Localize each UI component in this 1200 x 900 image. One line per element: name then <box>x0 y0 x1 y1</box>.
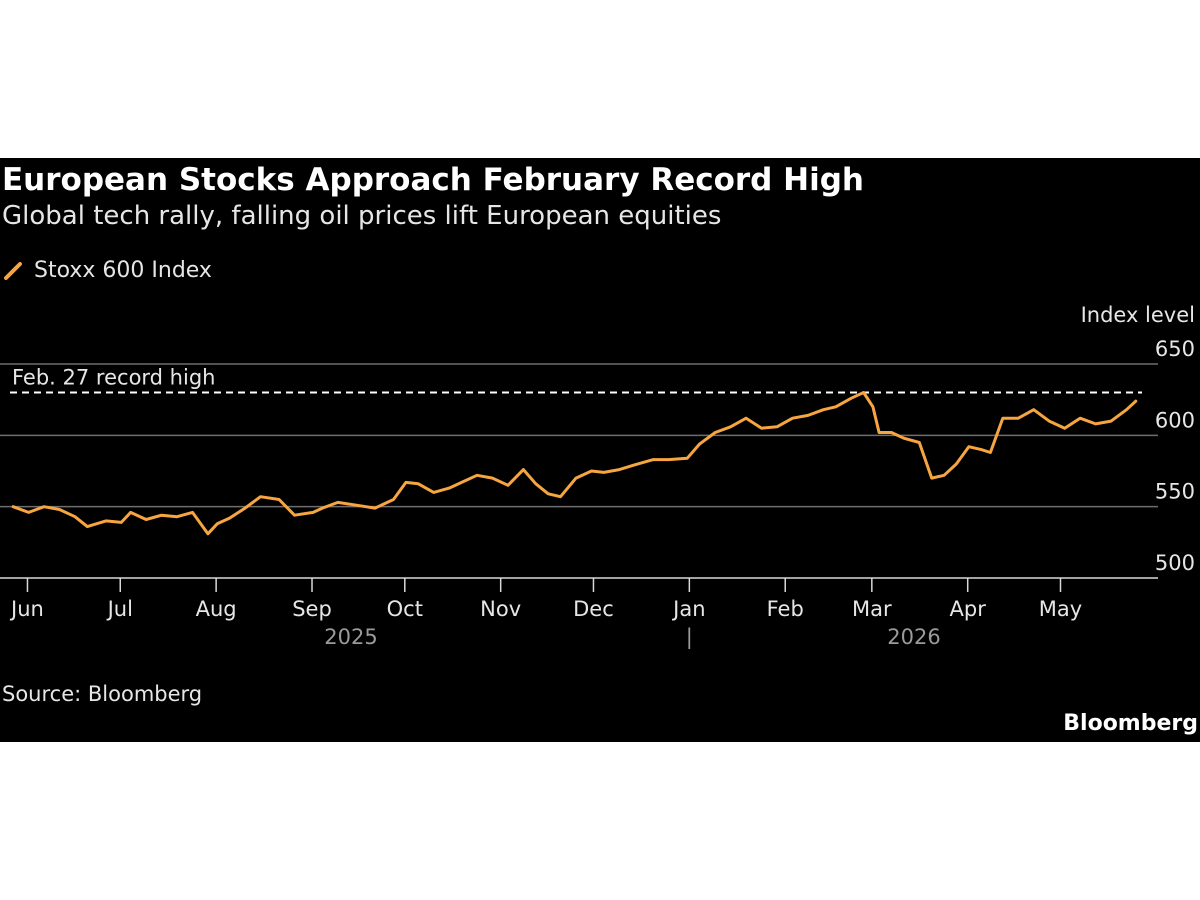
x-tick-label-sep: Sep <box>292 597 332 621</box>
x-tick-label-oct: Oct <box>387 597 423 621</box>
legend: Stoxx 600 Index <box>4 258 212 283</box>
y-tick-label-550: 550 <box>1155 480 1195 504</box>
line-chart: 500 550 600 650 Index level Jun Jul Aug Sep Oct No… <box>0 303 1195 650</box>
x-tick-label-jun: Jun <box>9 597 44 621</box>
series-line-stoxx-600 <box>11 391 1138 536</box>
x-tick-label-aug: Aug <box>196 597 237 621</box>
chart-subtitle: Global tech rally, falling oil prices li… <box>2 201 722 231</box>
x-tick-label-mar: Mar <box>852 597 892 621</box>
chart-title: European Stocks Approach February Record… <box>2 162 864 198</box>
y-tick-label-600: 600 <box>1155 408 1195 432</box>
year-divider: | <box>686 625 693 650</box>
x-tick-label-dec: Dec <box>573 597 614 621</box>
x-tick-label-feb: Feb <box>767 597 804 621</box>
source-note: Source: Bloomberg <box>2 682 203 706</box>
y-tick-label-500: 500 <box>1155 551 1195 575</box>
y-axis-title: Index level <box>1081 303 1195 327</box>
record-high-label: Feb. 27 record high <box>12 366 215 390</box>
x-tick-label-apr: Apr <box>950 597 987 621</box>
year-label-2026: 2026 <box>887 625 940 649</box>
x-tick-label-nov: Nov <box>480 597 521 621</box>
y-tick-label-650: 650 <box>1155 337 1195 361</box>
year-label-2025: 2025 <box>324 625 377 649</box>
chart-panel: European Stocks Approach February Record… <box>0 158 1200 742</box>
x-tick-label-may: May <box>1039 597 1082 621</box>
legend-label: Stoxx 600 Index <box>34 258 212 283</box>
x-tick-label-jan: Jan <box>671 597 705 621</box>
legend-swatch-icon <box>4 261 22 280</box>
bloomberg-logo: Bloomberg <box>1063 711 1198 736</box>
x-tick-label-jul: Jul <box>106 597 133 621</box>
